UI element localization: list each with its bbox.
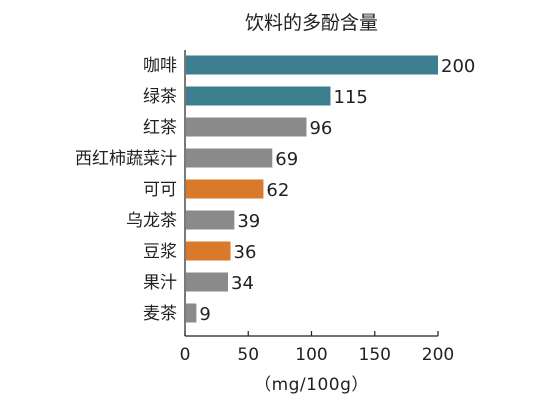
bar — [186, 86, 331, 106]
data-label: 62 — [266, 180, 289, 201]
bar — [186, 210, 235, 230]
data-label: 9 — [199, 304, 210, 325]
x-tick-label: 50 — [237, 345, 259, 365]
x-tick-label: 200 — [422, 345, 454, 365]
chart-title: 饮料的多酚含量 — [244, 12, 378, 34]
data-label: 69 — [275, 149, 298, 170]
category-label: 豆浆 — [143, 242, 177, 262]
category-label: 可可 — [143, 180, 177, 200]
x-tick-label: 100 — [295, 345, 327, 365]
category-label: 绿茶 — [143, 87, 177, 107]
data-label: 96 — [309, 118, 332, 139]
data-label: 39 — [237, 211, 260, 232]
category-label: 红茶 — [143, 118, 177, 138]
category-label: 乌龙茶 — [126, 211, 177, 231]
bar — [186, 303, 197, 323]
category-label: 咖啡 — [143, 56, 177, 76]
category-label: 麦茶 — [143, 304, 177, 324]
x-axis-label: （mg/100g） — [254, 375, 369, 395]
bar — [186, 117, 307, 137]
data-label: 200 — [441, 56, 475, 77]
bar — [186, 241, 231, 261]
category-label: 西红柿蔬菜汁 — [75, 149, 177, 169]
bar — [186, 148, 273, 168]
data-label: 36 — [234, 242, 257, 263]
bar — [186, 55, 438, 75]
bar — [186, 272, 229, 292]
category-label: 果汁 — [143, 273, 177, 293]
x-tick-label: 0 — [180, 345, 191, 365]
data-label: 34 — [231, 273, 254, 294]
data-label: 115 — [333, 87, 367, 108]
x-tick-label: 150 — [359, 345, 391, 365]
bar — [186, 179, 264, 199]
